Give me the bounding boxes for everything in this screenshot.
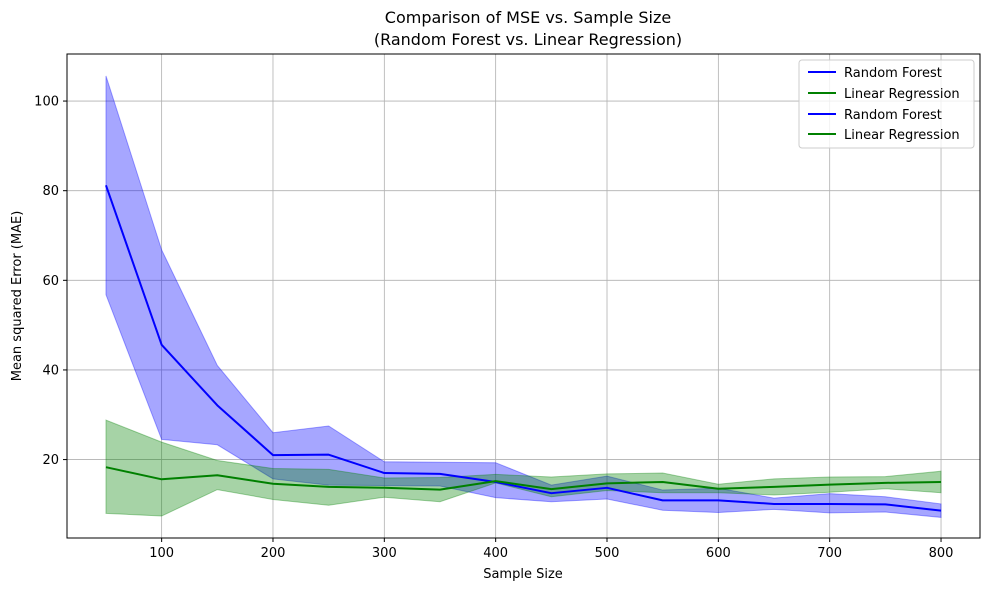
x-ticks: 100 200 300 400 500 600 700 800	[149, 538, 953, 561]
x-tick-label-300: 300	[372, 546, 397, 561]
x-tick-label-500: 500	[595, 546, 620, 561]
x-tick-label-200: 200	[261, 546, 286, 561]
y-tick-label-80: 80	[42, 184, 59, 199]
confidence-bands	[105, 75, 942, 518]
line-random-forest	[105, 184, 942, 512]
legend: Random Forest Linear Regression Random F…	[798, 59, 975, 149]
legend-box	[798, 59, 975, 149]
series-lines	[105, 184, 942, 512]
legend-label-linear-regression-2: Linear Regression	[844, 128, 960, 143]
chart-title-line1: Comparison of MSE vs. Sample Size	[385, 8, 671, 27]
x-axis-label: Sample Size	[483, 567, 563, 582]
legend-label-random-forest-2: Random Forest	[844, 108, 942, 123]
y-tick-label-40: 40	[42, 363, 59, 378]
legend-label-linear-regression: Linear Regression	[844, 87, 960, 102]
plot-frame	[66, 53, 981, 539]
y-tick-label-20: 20	[42, 453, 59, 468]
y-ticks: 20 40 60 80 100	[34, 95, 67, 468]
y-axis-label: Mean squared Error (MAE)	[10, 211, 25, 382]
x-tick-label-600: 600	[706, 546, 731, 561]
x-tick-label-100: 100	[149, 546, 174, 561]
line-linear-regression	[105, 466, 942, 491]
x-tick-label-800: 800	[929, 546, 954, 561]
y-tick-label-100: 100	[34, 95, 59, 110]
x-tick-label-400: 400	[483, 546, 508, 561]
band-linear-regression	[105, 419, 942, 517]
chart-title-line2: (Random Forest vs. Linear Regression)	[374, 30, 682, 49]
legend-label-random-forest: Random Forest	[844, 66, 942, 81]
band-random-forest	[105, 75, 942, 518]
x-tick-label-700: 700	[817, 546, 842, 561]
y-tick-label-60: 60	[42, 274, 59, 289]
